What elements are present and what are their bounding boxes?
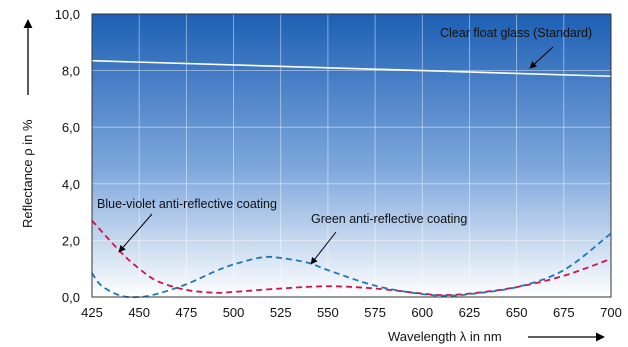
y-tick-label: 8,0 [62,64,80,79]
series-layer [91,59,612,299]
x-tick-label: 650 [506,305,528,320]
plot-background [92,14,611,297]
y-tick-label: 4,0 [62,177,80,192]
x-tick-label: 575 [364,305,386,320]
y-axis-title: Reflectance ρ in % [20,119,35,228]
x-tick-label: 500 [223,305,245,320]
x-tick-label: 600 [411,305,433,320]
x-tick-labels: 425 450 475 500 525 550 575 600 625 650 675 700 [81,305,622,320]
x-tick-label: 675 [553,305,575,320]
annotation-green-arrow [310,231,337,265]
x-tick-label: 450 [128,305,150,320]
x-axis-title: Wavelength λ in nm [388,329,502,344]
x-tick-label: 475 [176,305,198,320]
annotation-green: Green anti-reflective coating [311,212,467,226]
x-tick-label: 625 [459,305,481,320]
x-tick-label: 425 [81,305,103,320]
series-green-coating [91,232,612,299]
x-tick-label: 550 [317,305,339,320]
plot-frame [91,13,612,298]
annotation-blue-violet: Blue-violet anti-reflective coating [97,197,277,211]
series-clear-float-glass [91,59,612,78]
x-tick-label: 525 [270,305,292,320]
annotation-clear-arrow [529,46,554,69]
y-tick-label: 2,0 [62,233,80,248]
annotation-clear-glass: Clear float glass (Standard) [440,26,592,40]
annotation-blue-arrow [118,213,153,253]
y-tick-label: 10,0 [55,7,80,22]
x-tick-label: 700 [600,305,622,320]
y-tick-labels: 0,0 2,0 4,0 6,0 8,0 10,0 [55,7,80,305]
y-tick-label: 0,0 [62,290,80,305]
y-tick-label: 6,0 [62,120,80,135]
